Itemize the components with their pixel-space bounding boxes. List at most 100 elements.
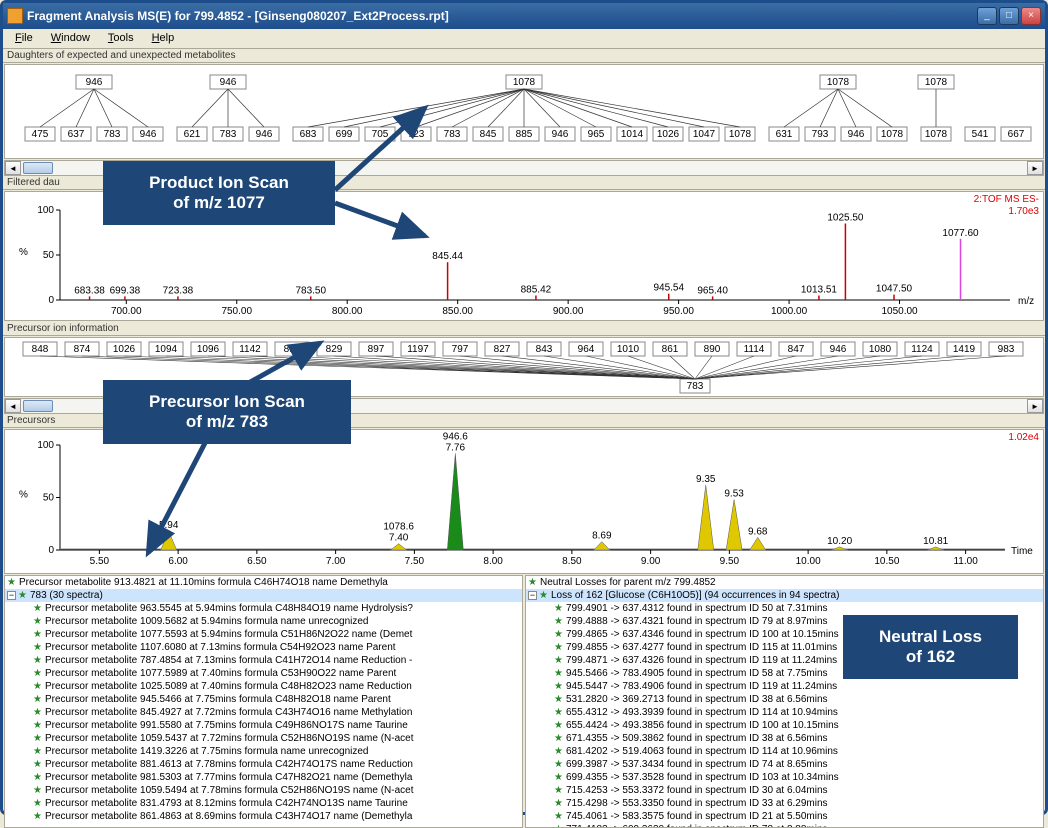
svg-text:9.50: 9.50 <box>720 556 740 567</box>
list-item[interactable]: ★Precursor metabolite 861.4863 at 8.69mi… <box>5 810 522 823</box>
list-text: 771.4183 -> 609.3630 found in spectrum I… <box>566 824 828 828</box>
list-item[interactable]: ★799.4901 -> 637.4312 found in spectrum … <box>526 602 1043 615</box>
callout-line: of 162 <box>863 647 998 667</box>
star-icon: ★ <box>33 603 42 614</box>
list-item[interactable]: ★Precursor metabolite 945.5466 at 7.75mi… <box>5 693 522 706</box>
list-item[interactable]: ★715.4298 -> 553.3350 found in spectrum … <box>526 797 1043 810</box>
svg-text:50: 50 <box>43 493 55 504</box>
svg-text:1078.6: 1078.6 <box>383 522 414 533</box>
svg-text:699: 699 <box>336 129 353 140</box>
close-button[interactable]: × <box>1021 7 1041 25</box>
list-text: Precursor metabolite 1419.3226 at 7.75mi… <box>45 746 369 757</box>
svg-text:1096: 1096 <box>197 344 220 355</box>
list-text: 681.4202 -> 519.4063 found in spectrum I… <box>566 746 838 757</box>
menu-tools[interactable]: Tools <box>100 31 142 46</box>
title-bar: Fragment Analysis MS(E) for 799.4852 - [… <box>3 3 1045 29</box>
svg-text:723: 723 <box>408 129 425 140</box>
list-header[interactable]: ★Neutral Losses for parent m/z 799.4852 <box>526 576 1043 589</box>
precursor-list-pane[interactable]: ★Precursor metabolite 913.4821 at 11.10m… <box>4 575 523 828</box>
svg-text:8.50: 8.50 <box>562 556 582 567</box>
list-item[interactable]: ★655.4424 -> 493.3856 found in spectrum … <box>526 719 1043 732</box>
list-text: 783 (30 spectra) <box>30 590 103 601</box>
list-group[interactable]: −★Loss of 162 [Glucose (C6H10O5)] (94 oc… <box>526 589 1043 602</box>
scroll-left-icon[interactable]: ◄ <box>5 399 21 413</box>
list-group[interactable]: −★783 (30 spectra) <box>5 589 522 602</box>
svg-text:10.81: 10.81 <box>923 536 948 547</box>
menu-window[interactable]: Window <box>43 31 98 46</box>
scroll-right-icon[interactable]: ► <box>1027 399 1043 413</box>
list-item[interactable]: ★Precursor metabolite 1059.5437 at 7.72m… <box>5 732 522 745</box>
list-item[interactable]: ★Precursor metabolite 1077.5989 at 7.40m… <box>5 667 522 680</box>
chromatogram-pane[interactable]: 5.506.006.507.007.508.008.509.009.5010.0… <box>4 429 1044 574</box>
star-icon: ★ <box>33 811 42 822</box>
svg-text:1078: 1078 <box>925 77 948 88</box>
svg-text:1010: 1010 <box>617 344 640 355</box>
list-item[interactable]: ★Precursor metabolite 1077.5593 at 5.94m… <box>5 628 522 641</box>
bottom-row: ★Precursor metabolite 913.4821 at 11.10m… <box>4 575 1044 828</box>
list-item[interactable]: ★715.4253 -> 553.3372 found in spectrum … <box>526 784 1043 797</box>
neutral-loss-list-pane[interactable]: ★Neutral Losses for parent m/z 799.4852−… <box>525 575 1044 828</box>
list-item[interactable]: ★Precursor metabolite 963.5545 at 5.94mi… <box>5 602 522 615</box>
maximize-button[interactable]: □ <box>999 7 1019 25</box>
list-item[interactable]: ★Precursor metabolite 787.4854 at 7.13mi… <box>5 654 522 667</box>
list-item[interactable]: ★Precursor metabolite 1025.5089 at 7.40m… <box>5 680 522 693</box>
list-item[interactable]: ★Precursor metabolite 1009.5682 at 5.94m… <box>5 615 522 628</box>
chromatogram-svg: 5.506.006.507.007.508.008.509.009.5010.0… <box>5 430 1045 575</box>
svg-text:8.69: 8.69 <box>592 531 612 542</box>
list-text: 699.4355 -> 537.3528 found in spectrum I… <box>566 772 839 783</box>
svg-text:946: 946 <box>256 129 273 140</box>
list-item[interactable]: ★Precursor metabolite 981.5303 at 7.77mi… <box>5 771 522 784</box>
chrom-meta: 1.02e4 <box>1008 432 1039 443</box>
star-icon: ★ <box>33 798 42 809</box>
list-text: Precursor metabolite 1059.5437 at 7.72mi… <box>45 733 414 744</box>
list-text: Precursor metabolite 787.4854 at 7.13min… <box>45 655 412 666</box>
svg-text:827: 827 <box>494 344 511 355</box>
list-item[interactable]: ★745.4061 -> 583.3575 found in spectrum … <box>526 810 1043 823</box>
list-item[interactable]: ★Precursor metabolite 831.4793 at 8.12mi… <box>5 797 522 810</box>
star-icon: ★ <box>554 694 563 705</box>
list-item[interactable]: ★771.4183 -> 609.3630 found in spectrum … <box>526 823 1043 828</box>
minimize-button[interactable]: _ <box>977 7 997 25</box>
list-text: 655.4312 -> 493.3939 found in spectrum I… <box>566 707 838 718</box>
list-text: 655.4424 -> 493.3856 found in spectrum I… <box>566 720 839 731</box>
svg-text:1014: 1014 <box>621 129 644 140</box>
list-item[interactable]: ★671.4355 -> 509.3862 found in spectrum … <box>526 732 1043 745</box>
svg-text:819: 819 <box>284 344 301 355</box>
svg-text:9.35: 9.35 <box>696 474 716 485</box>
star-icon: ★ <box>554 759 563 770</box>
list-header[interactable]: ★Precursor metabolite 913.4821 at 11.10m… <box>5 576 522 589</box>
svg-text:10.20: 10.20 <box>827 536 852 547</box>
list-item[interactable]: ★699.4355 -> 537.3528 found in spectrum … <box>526 771 1043 784</box>
daughters-tree-pane[interactable]: 4756377839469466217839469466836997057237… <box>4 64 1044 159</box>
scroll-thumb[interactable] <box>23 400 53 412</box>
svg-text:7.76: 7.76 <box>446 442 466 453</box>
window-buttons: _ □ × <box>977 7 1041 25</box>
list-item[interactable]: ★Precursor metabolite 1419.3226 at 7.75m… <box>5 745 522 758</box>
list-text: 531.2820 -> 369.2713 found in spectrum I… <box>566 694 828 705</box>
svg-text:946: 946 <box>86 77 103 88</box>
list-item[interactable]: ★Precursor metabolite 1059.5494 at 7.78m… <box>5 784 522 797</box>
scroll-thumb[interactable] <box>23 162 53 174</box>
list-text: Loss of 162 [Glucose (C6H10O5)] (94 occu… <box>551 590 839 601</box>
svg-text:631: 631 <box>776 129 793 140</box>
list-item[interactable]: ★699.3987 -> 537.3434 found in spectrum … <box>526 758 1043 771</box>
collapse-icon[interactable]: − <box>528 591 537 600</box>
scroll-left-icon[interactable]: ◄ <box>5 161 21 175</box>
svg-text:946: 946 <box>830 344 847 355</box>
callout-line: of m/z 1077 <box>123 193 315 213</box>
menu-file[interactable]: File <box>7 31 41 46</box>
list-item[interactable]: ★531.2820 -> 369.2713 found in spectrum … <box>526 693 1043 706</box>
collapse-icon[interactable]: − <box>7 591 16 600</box>
menu-help[interactable]: Help <box>144 31 183 46</box>
list-item[interactable]: ★655.4312 -> 493.3939 found in spectrum … <box>526 706 1043 719</box>
list-item[interactable]: ★Precursor metabolite 1107.6080 at 7.13m… <box>5 641 522 654</box>
scroll-right-icon[interactable]: ► <box>1027 161 1043 175</box>
list-item[interactable]: ★681.4202 -> 519.4063 found in spectrum … <box>526 745 1043 758</box>
svg-text:983: 983 <box>998 344 1015 355</box>
list-item[interactable]: ★Precursor metabolite 991.5580 at 7.75mi… <box>5 719 522 732</box>
svg-text:8.00: 8.00 <box>483 556 503 567</box>
list-item[interactable]: ★945.5447 -> 783.4906 found in spectrum … <box>526 680 1043 693</box>
list-item[interactable]: ★Precursor metabolite 845.4927 at 7.72mi… <box>5 706 522 719</box>
list-item[interactable]: ★Precursor metabolite 881.4613 at 7.78mi… <box>5 758 522 771</box>
svg-text:965: 965 <box>588 129 605 140</box>
